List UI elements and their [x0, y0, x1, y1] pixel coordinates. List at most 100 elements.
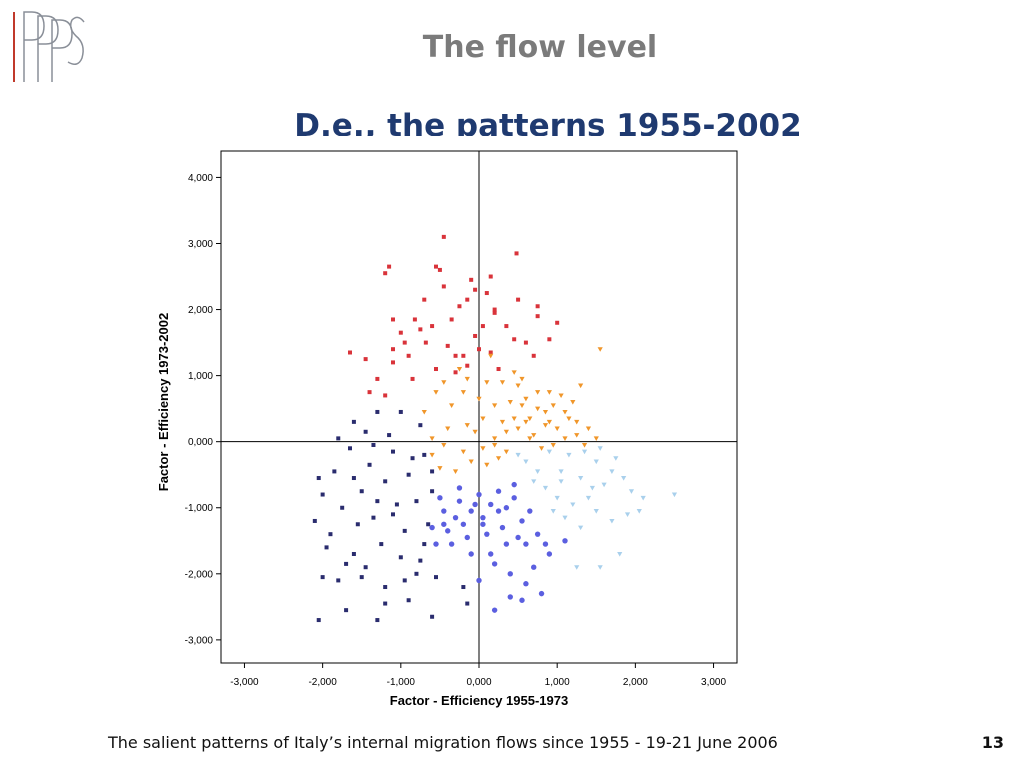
data-point-navy [316, 618, 321, 623]
data-point-orange [488, 353, 494, 359]
data-point-blue [468, 508, 474, 514]
data-point-red [402, 340, 407, 345]
data-point-blue [519, 518, 525, 524]
data-point-navy [320, 492, 325, 497]
data-point-red [423, 340, 428, 345]
data-point-navy [355, 522, 360, 527]
data-point-lightblue [636, 509, 642, 514]
data-point-navy [367, 462, 372, 467]
data-point-blue [491, 561, 498, 567]
data-point-blue [519, 597, 525, 603]
data-point-navy [406, 472, 411, 477]
data-point-orange [445, 426, 451, 432]
y-tick-label: 2,000 [188, 305, 213, 316]
data-point-orange [499, 380, 506, 385]
data-point-red [412, 317, 417, 322]
data-point-navy [402, 578, 407, 583]
data-point-lightblue [531, 479, 537, 484]
data-point-blue [456, 485, 463, 491]
data-point-red [383, 271, 388, 276]
data-point-orange [527, 416, 533, 422]
data-point-red [535, 314, 540, 319]
data-point-navy [383, 601, 388, 606]
data-point-lightblue [542, 485, 549, 491]
data-point-orange [484, 462, 490, 468]
data-point-orange [495, 456, 502, 461]
data-point-blue [523, 581, 529, 587]
data-point-blue [468, 551, 474, 557]
data-point-orange [585, 426, 592, 432]
irpps-logo [13, 11, 85, 82]
data-point-blue [484, 531, 490, 537]
data-point-blue [460, 521, 467, 527]
data-point-lightblue [585, 495, 592, 501]
data-point-navy [383, 479, 388, 484]
data-point-lightblue [624, 512, 631, 517]
data-point-red [348, 350, 352, 355]
data-point-red [437, 267, 442, 272]
data-point-blue [488, 551, 494, 557]
x-tick-label: -3,000 [230, 677, 259, 688]
data-point-orange [597, 347, 603, 352]
data-point-blue [452, 514, 459, 521]
data-point-navy [375, 499, 380, 504]
data-point-navy [351, 419, 356, 424]
data-point-navy [406, 598, 411, 603]
data-point-orange [464, 376, 470, 382]
data-point-navy [340, 505, 345, 510]
x-axis-label: Factor - Efficiency 1955-1973 [390, 693, 568, 708]
data-point-orange [562, 409, 568, 415]
data-point-orange [542, 409, 549, 415]
data-point-orange [574, 433, 580, 438]
data-point-blue [429, 524, 435, 531]
data-point-red [387, 264, 392, 269]
data-point-lightblue [562, 515, 568, 521]
x-tick-label: -2,000 [308, 677, 337, 688]
data-point-blue [495, 508, 502, 514]
data-point-navy [363, 429, 368, 434]
data-point-red [469, 277, 474, 282]
data-point-blue [546, 551, 553, 557]
data-point-navy [430, 469, 435, 474]
data-point-navy [375, 409, 380, 414]
data-point-orange [527, 436, 533, 441]
data-point-orange [523, 396, 529, 402]
data-point-navy [379, 542, 384, 547]
data-point-red [477, 347, 481, 352]
data-point-orange [550, 442, 556, 448]
data-point-orange [542, 423, 549, 428]
data-point-red [555, 320, 560, 325]
x-tick-label: 0,000 [466, 677, 491, 688]
data-point-orange [480, 446, 486, 451]
data-point-blue [531, 564, 537, 570]
data-point-navy [383, 585, 388, 590]
data-point-orange [476, 396, 482, 402]
data-point-navy [434, 575, 438, 580]
data-point-lightblue [671, 492, 678, 498]
data-point-navy [336, 578, 341, 583]
data-point-orange [429, 436, 435, 441]
data-point-orange [421, 409, 427, 415]
data-point-orange [456, 367, 463, 372]
data-point-red [391, 360, 395, 365]
data-point-lightblue [578, 476, 584, 481]
data-point-navy [336, 436, 341, 441]
data-point-navy [332, 469, 337, 474]
data-point-lightblue [535, 469, 541, 475]
data-point-red [504, 324, 509, 329]
data-point-navy [328, 532, 333, 537]
data-point-navy [312, 518, 317, 523]
data-point-lightblue [581, 449, 588, 455]
data-point-blue [472, 501, 478, 508]
data-point-blue [534, 531, 541, 537]
data-point-red [457, 304, 462, 309]
data-point-red [453, 370, 458, 375]
data-point-blue [491, 607, 498, 613]
data-point-navy [430, 614, 435, 619]
data-point-red [480, 324, 485, 329]
data-point-orange [558, 393, 564, 399]
data-point-navy [375, 618, 380, 623]
data-point-blue [476, 577, 482, 584]
data-point-orange [593, 436, 599, 441]
data-point-lightblue [621, 476, 627, 481]
